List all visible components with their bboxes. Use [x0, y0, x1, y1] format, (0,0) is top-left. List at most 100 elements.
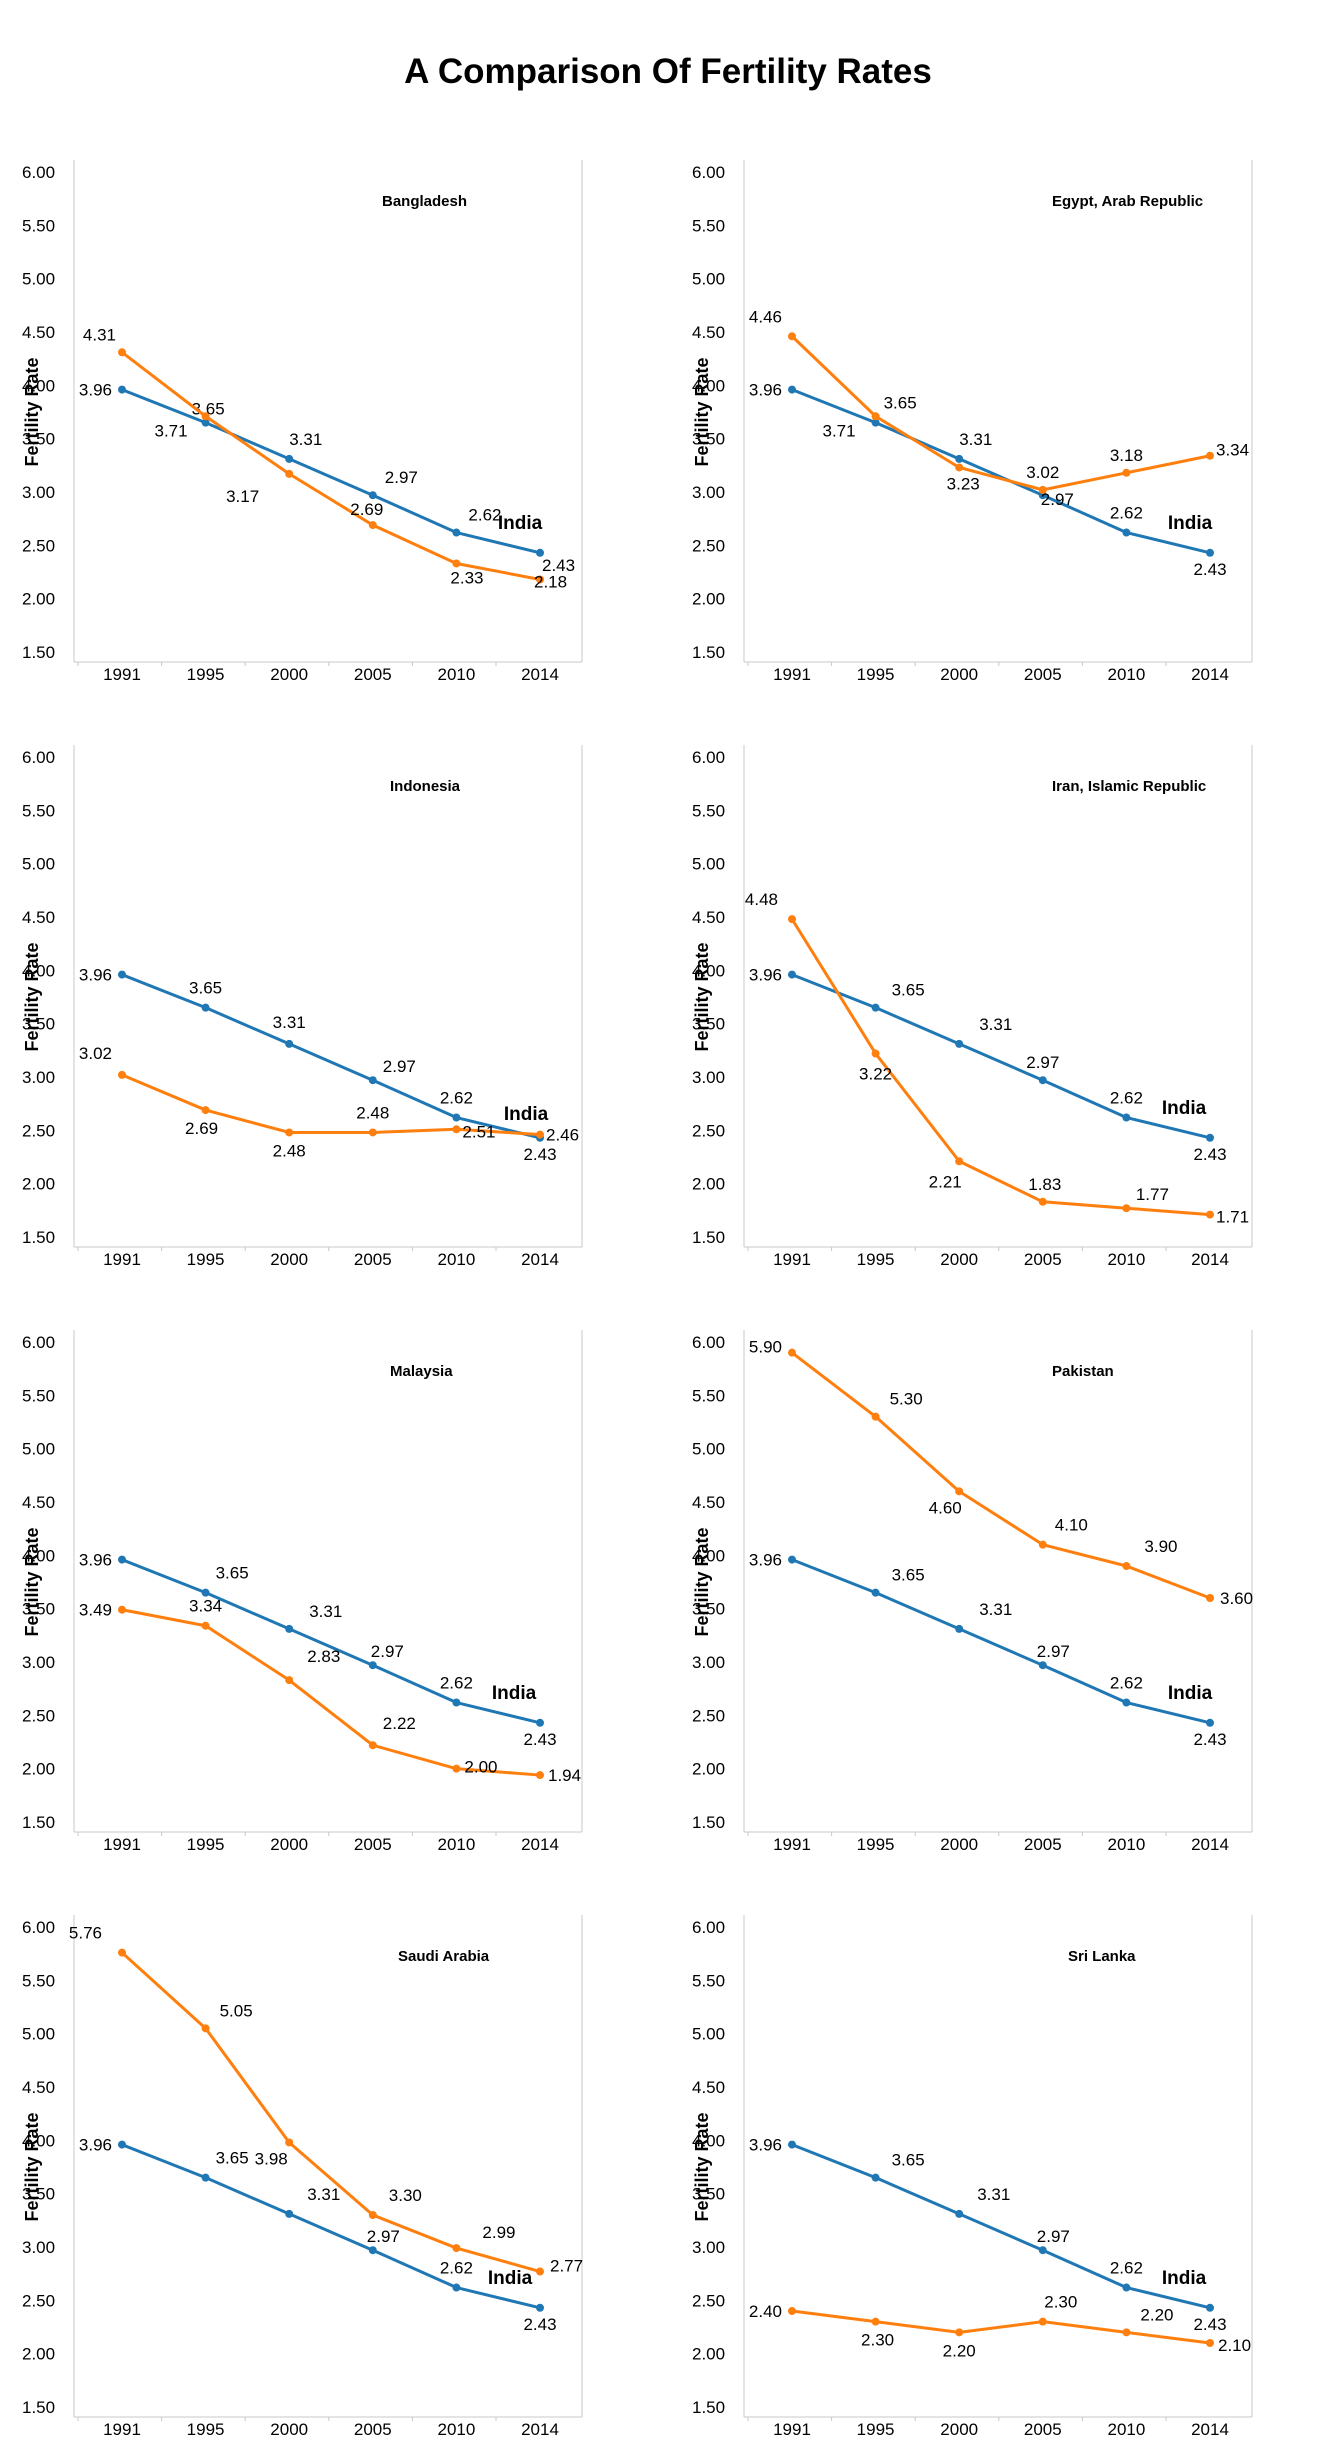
country-data-point[interactable] [201, 412, 210, 421]
country-data-point[interactable] [1038, 485, 1047, 494]
india-data-point[interactable] [285, 1624, 294, 1633]
country-data-point[interactable] [452, 2244, 461, 2253]
india-data-point[interactable] [285, 454, 294, 463]
india-data-point[interactable] [1206, 1133, 1214, 1142]
india-data-point[interactable] [118, 2140, 126, 2149]
country-data-point[interactable] [871, 1412, 880, 1421]
country-data-point[interactable] [788, 332, 796, 341]
india-data-point[interactable] [955, 2209, 964, 2218]
india-data-point[interactable] [1122, 1113, 1131, 1122]
india-data-point[interactable] [201, 2173, 210, 2182]
country-data-point[interactable] [118, 1605, 126, 1614]
india-data-point[interactable] [955, 1624, 964, 1633]
country-data-point[interactable] [1206, 2339, 1214, 2347]
india-data-point[interactable] [955, 1039, 964, 1048]
country-data-point[interactable] [955, 463, 964, 472]
india-data-point[interactable] [871, 1003, 880, 1012]
country-data-point[interactable] [1038, 1540, 1047, 1549]
country-data-point[interactable] [1122, 2328, 1131, 2337]
country-data-point[interactable] [118, 348, 126, 357]
india-data-point[interactable] [955, 454, 964, 463]
country-data-point[interactable] [955, 2328, 964, 2337]
country-data-point[interactable] [1206, 451, 1214, 460]
country-data-point[interactable] [1122, 468, 1131, 477]
india-data-point[interactable] [285, 1039, 294, 1048]
india-data-point[interactable] [788, 2140, 796, 2149]
country-data-point[interactable] [1122, 1562, 1131, 1570]
india-data-point[interactable] [201, 418, 210, 427]
country-data-point[interactable] [871, 2317, 880, 2326]
country-data-point[interactable] [285, 2138, 294, 2147]
india-data-point[interactable] [536, 548, 544, 557]
india-data-point[interactable] [452, 528, 461, 537]
india-data-point[interactable] [1206, 2303, 1214, 2312]
country-data-point[interactable] [1122, 1204, 1131, 1213]
india-data-point[interactable] [1206, 1718, 1214, 1727]
india-data-point[interactable] [452, 2283, 461, 2292]
india-data-point[interactable] [118, 1555, 126, 1564]
india-data-point[interactable] [368, 491, 377, 500]
country-data-point[interactable] [536, 1130, 544, 1139]
country-series-line [121, 1608, 541, 1777]
india-data-point[interactable] [201, 1003, 210, 1012]
india-data-point[interactable] [1038, 1076, 1047, 1085]
india-data-point[interactable] [1122, 2283, 1131, 2292]
data-label: 2.48 [273, 1141, 306, 1160]
country-data-point[interactable] [118, 1948, 126, 1957]
country-data-point[interactable] [955, 1157, 964, 1166]
india-data-point[interactable] [368, 1076, 377, 1085]
country-data-point[interactable] [368, 2211, 377, 2219]
india-data-point[interactable] [871, 418, 880, 427]
country-data-point[interactable] [201, 1621, 210, 1630]
country-data-point[interactable] [536, 2267, 544, 2276]
india-data-point[interactable] [1038, 1661, 1047, 1670]
country-data-point[interactable] [871, 412, 880, 421]
country-data-point[interactable] [871, 1049, 880, 1058]
country-data-point[interactable] [368, 1741, 377, 1750]
india-data-point[interactable] [536, 1718, 544, 1727]
country-data-point[interactable] [285, 1676, 294, 1685]
india-data-point[interactable] [788, 970, 796, 979]
country-series-line [791, 2309, 1211, 2345]
india-data-point[interactable] [368, 1661, 377, 1670]
country-data-point[interactable] [368, 521, 377, 530]
country-data-point[interactable] [1206, 1594, 1214, 1602]
india-data-point[interactable] [118, 970, 126, 979]
india-data-point[interactable] [788, 1555, 796, 1564]
country-data-point[interactable] [1038, 1197, 1047, 1206]
country-data-point[interactable] [955, 1487, 964, 1496]
country-data-point[interactable] [285, 469, 294, 478]
india-data-point[interactable] [1206, 548, 1214, 557]
country-data-point[interactable] [452, 1125, 461, 1134]
data-label: 2.21 [929, 1172, 962, 1191]
country-series-line [121, 1073, 541, 1137]
country-data-point[interactable] [201, 2024, 210, 2033]
india-data-point[interactable] [1122, 528, 1131, 537]
data-label: 3.31 [289, 430, 322, 449]
india-data-point[interactable] [536, 2303, 544, 2312]
country-data-point[interactable] [536, 1771, 544, 1780]
india-data-point[interactable] [452, 1113, 461, 1122]
country-data-point[interactable] [368, 1128, 377, 1137]
india-data-point[interactable] [368, 2246, 377, 2255]
india-data-point[interactable] [452, 1698, 461, 1707]
country-data-point[interactable] [788, 2307, 796, 2315]
country-data-point[interactable] [285, 1128, 294, 1137]
country-data-point[interactable] [788, 1348, 796, 1357]
country-data-point[interactable] [1038, 2317, 1047, 2326]
india-data-point[interactable] [1038, 2246, 1047, 2255]
country-data-point[interactable] [118, 1070, 126, 1079]
india-data-point[interactable] [285, 2209, 294, 2218]
country-data-point[interactable] [201, 1106, 210, 1115]
country-data-point[interactable] [788, 915, 796, 924]
india-data-point[interactable] [118, 385, 126, 394]
india-data-point[interactable] [871, 2173, 880, 2182]
india-data-point[interactable] [1122, 1698, 1131, 1707]
india-data-point[interactable] [201, 1588, 210, 1597]
india-data-point[interactable] [788, 385, 796, 394]
country-data-point[interactable] [452, 1764, 461, 1773]
country-data-point[interactable] [452, 559, 461, 568]
india-data-point[interactable] [871, 1588, 880, 1597]
country-data-point[interactable] [536, 575, 544, 584]
country-data-point[interactable] [1206, 1210, 1214, 1219]
